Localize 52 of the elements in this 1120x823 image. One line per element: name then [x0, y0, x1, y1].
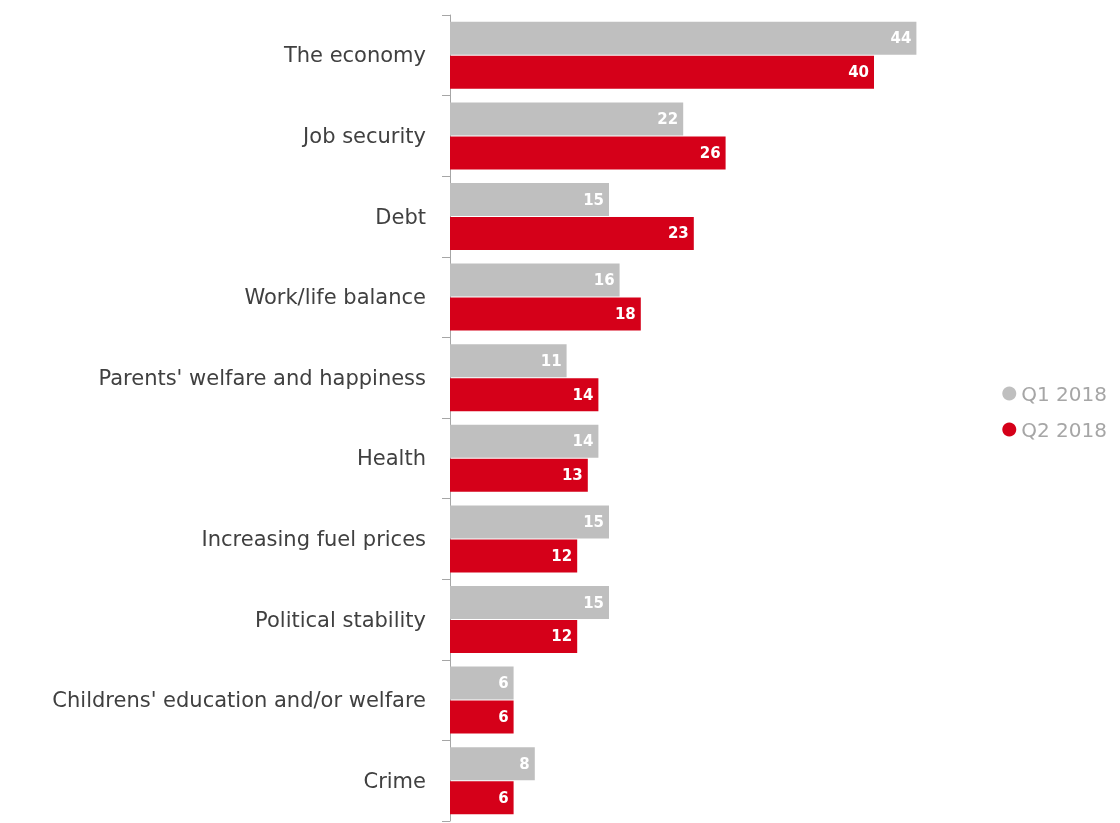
data-label: 8 — [519, 754, 530, 773]
data-label: 16 — [593, 271, 615, 290]
bar — [450, 458, 588, 492]
y-tick-label: Job security — [301, 123, 426, 148]
data-label: 23 — [667, 224, 689, 243]
bar — [450, 136, 726, 170]
data-label: 14 — [572, 432, 594, 451]
legend-label: Q1 2018 — [1021, 381, 1108, 406]
y-tick-label: Political stability — [255, 607, 426, 632]
data-label: 40 — [848, 63, 869, 82]
bar — [450, 747, 535, 781]
data-label: 26 — [699, 143, 721, 162]
data-label: 14 — [572, 385, 594, 404]
y-tick-label: Parents' welfare and happiness — [98, 365, 426, 390]
data-label: 15 — [583, 593, 604, 612]
bar — [450, 21, 917, 55]
data-label: 18 — [614, 305, 636, 324]
bar — [450, 505, 609, 539]
data-label: 12 — [551, 627, 573, 646]
legend-label: Q2 2018 — [1021, 417, 1108, 442]
y-tick-label: Health — [357, 446, 426, 471]
y-tick-label: Increasing fuel prices — [201, 526, 426, 551]
bar — [450, 539, 578, 573]
data-label: 6 — [498, 674, 509, 693]
bar — [450, 55, 874, 89]
y-tick-label: Debt — [375, 204, 426, 229]
data-label: 6 — [498, 788, 509, 807]
y-tick-label: Childrens' education and/or welfare — [52, 688, 426, 713]
bar — [450, 183, 609, 217]
data-label: 15 — [583, 512, 604, 531]
bar — [450, 378, 599, 412]
bar — [450, 424, 599, 458]
bar — [450, 102, 684, 136]
bar — [450, 666, 514, 700]
y-tick-label: The economy — [282, 43, 426, 68]
bar — [450, 217, 694, 250]
bar — [450, 620, 578, 653]
data-label: 15 — [583, 190, 604, 209]
bar — [450, 781, 514, 815]
data-label: 44 — [890, 29, 912, 48]
bar — [450, 297, 641, 331]
data-label: 6 — [498, 708, 509, 727]
data-label: 11 — [540, 351, 562, 370]
data-label: 13 — [561, 466, 583, 485]
bar — [450, 586, 609, 620]
data-label: 12 — [551, 546, 573, 565]
bar — [450, 700, 514, 734]
y-tick-label: Crime — [363, 768, 426, 793]
y-tick-label: Work/life balance — [244, 285, 426, 310]
bar — [450, 344, 567, 378]
data-label: 22 — [657, 109, 679, 128]
bar — [450, 263, 620, 297]
